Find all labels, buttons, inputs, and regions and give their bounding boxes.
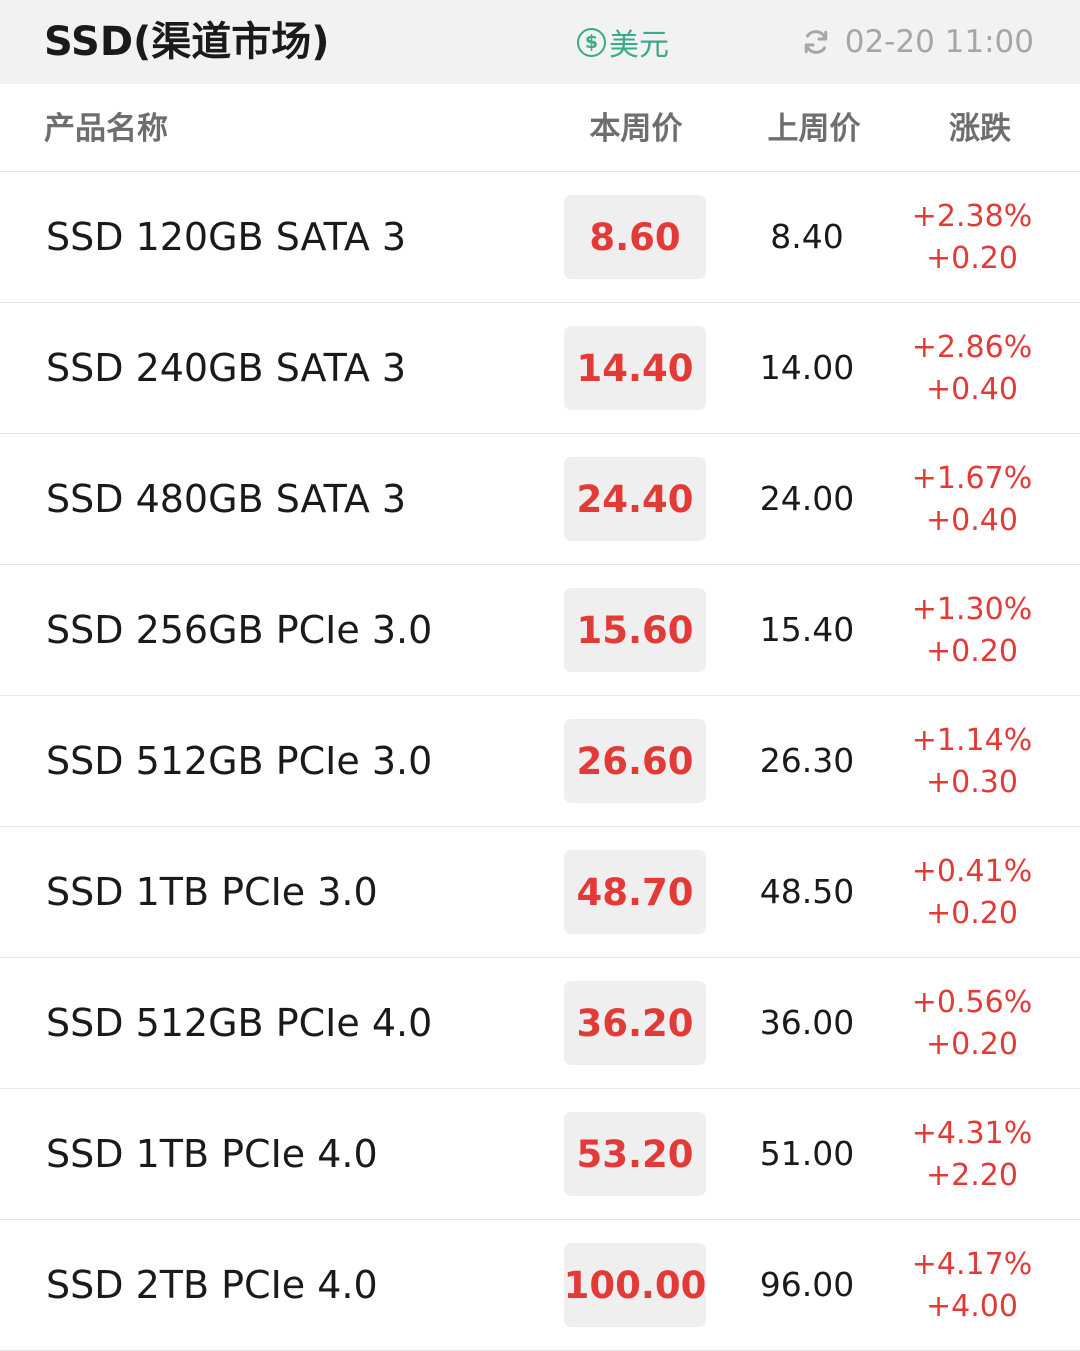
update-time-text: 02-20 11:00: [844, 24, 1034, 60]
change-percent: +1.14%: [911, 723, 1033, 758]
product-name: SSD 120GB SATA 3: [46, 215, 407, 259]
product-name: SSD 1TB PCIe 3.0: [46, 870, 378, 914]
change-percent: +2.86%: [911, 330, 1033, 365]
column-header-change[interactable]: 涨跌: [949, 111, 1011, 147]
change-percent: +2.38%: [911, 199, 1033, 234]
this-week-price: 53.20: [564, 1112, 706, 1196]
currency-label: 美元: [609, 28, 669, 63]
table-row[interactable]: SSD 1TB PCIe 3.0 48.70 48.50 +0.41% +0.2…: [0, 827, 1080, 958]
change-amount: +0.40: [926, 372, 1018, 407]
last-week-price: 14.00: [759, 348, 855, 387]
product-name: SSD 512GB PCIe 3.0: [46, 739, 433, 783]
table-row[interactable]: SSD 512GB PCIe 4.0 36.20 36.00 +0.56% +0…: [0, 958, 1080, 1089]
column-header-last-week[interactable]: 上周价: [767, 111, 861, 147]
change-percent: +1.30%: [911, 592, 1033, 627]
last-week-price: 8.40: [770, 217, 844, 256]
price-change: +1.14% +0.30: [896, 720, 1048, 804]
change-amount: +2.20: [926, 1158, 1018, 1193]
this-week-price: 36.20: [564, 981, 706, 1065]
product-name: SSD 480GB SATA 3: [46, 477, 407, 521]
product-name: SSD 512GB PCIe 4.0: [46, 1001, 433, 1045]
change-percent: +0.41%: [911, 854, 1033, 889]
table-row[interactable]: SSD 1TB PCIe 4.0 53.20 51.00 +4.31% +2.2…: [0, 1089, 1080, 1220]
change-amount: +0.20: [926, 634, 1018, 669]
price-table: SSD 120GB SATA 3 8.60 8.40 +2.38% +0.20 …: [0, 172, 1080, 1351]
change-amount: +0.20: [926, 241, 1018, 276]
change-amount: +0.20: [926, 896, 1018, 931]
this-week-price: 15.60: [564, 588, 706, 672]
this-week-price: 24.40: [564, 457, 706, 541]
price-change: +2.86% +0.40: [896, 327, 1048, 411]
header-bar: SSD(渠道市场) $ 美元 02-20 11:00: [0, 0, 1080, 84]
this-week-price: 26.60: [564, 719, 706, 803]
last-week-price: 15.40: [759, 610, 855, 649]
last-week-price: 36.00: [759, 1003, 855, 1042]
table-row[interactable]: SSD 240GB SATA 3 14.40 14.00 +2.86% +0.4…: [0, 303, 1080, 434]
product-name: SSD 2TB PCIe 4.0: [46, 1263, 378, 1307]
change-percent: +4.31%: [911, 1116, 1033, 1151]
this-week-price: 100.00: [564, 1243, 706, 1327]
product-name: SSD 240GB SATA 3: [46, 346, 407, 390]
change-percent: +4.17%: [911, 1247, 1033, 1282]
table-row[interactable]: SSD 512GB PCIe 3.0 26.60 26.30 +1.14% +0…: [0, 696, 1080, 827]
last-week-price: 24.00: [759, 479, 855, 518]
dollar-coin-icon: $: [577, 27, 606, 57]
price-change: +1.67% +0.40: [896, 458, 1048, 542]
price-change: +4.17% +4.00: [896, 1244, 1048, 1328]
last-week-price: 96.00: [759, 1265, 855, 1304]
update-time[interactable]: 02-20 11:00: [801, 20, 1034, 64]
this-week-price: 48.70: [564, 850, 706, 934]
refresh-icon[interactable]: [801, 27, 831, 57]
column-header-this-week[interactable]: 本周价: [589, 111, 683, 147]
change-percent: +1.67%: [911, 461, 1033, 496]
last-week-price: 51.00: [759, 1134, 855, 1173]
price-change: +2.38% +0.20: [896, 196, 1048, 280]
page-title: SSD(渠道市场): [44, 19, 330, 65]
product-name: SSD 1TB PCIe 4.0: [46, 1132, 378, 1176]
change-amount: +0.20: [926, 1027, 1018, 1062]
product-name: SSD 256GB PCIe 3.0: [46, 608, 433, 652]
this-week-price: 8.60: [564, 195, 706, 279]
table-row[interactable]: SSD 256GB PCIe 3.0 15.60 15.40 +1.30% +0…: [0, 565, 1080, 696]
last-week-price: 26.30: [759, 741, 855, 780]
change-percent: +0.56%: [911, 985, 1033, 1020]
change-amount: +0.30: [926, 765, 1018, 800]
table-header: 产品名称 本周价 上周价 涨跌: [0, 86, 1080, 172]
currency-toggle[interactable]: $ 美元: [577, 22, 669, 63]
price-change: +4.31% +2.20: [896, 1113, 1048, 1197]
price-change: +1.30% +0.20: [896, 589, 1048, 673]
change-amount: +4.00: [926, 1289, 1018, 1324]
price-change: +0.41% +0.20: [896, 851, 1048, 935]
change-amount: +0.40: [926, 503, 1018, 538]
table-row[interactable]: SSD 120GB SATA 3 8.60 8.40 +2.38% +0.20: [0, 172, 1080, 303]
price-change: +0.56% +0.20: [896, 982, 1048, 1066]
column-header-name[interactable]: 产品名称: [44, 111, 168, 147]
this-week-price: 14.40: [564, 326, 706, 410]
table-row[interactable]: SSD 2TB PCIe 4.0 100.00 96.00 +4.17% +4.…: [0, 1220, 1080, 1351]
last-week-price: 48.50: [759, 872, 855, 911]
table-row[interactable]: SSD 480GB SATA 3 24.40 24.00 +1.67% +0.4…: [0, 434, 1080, 565]
